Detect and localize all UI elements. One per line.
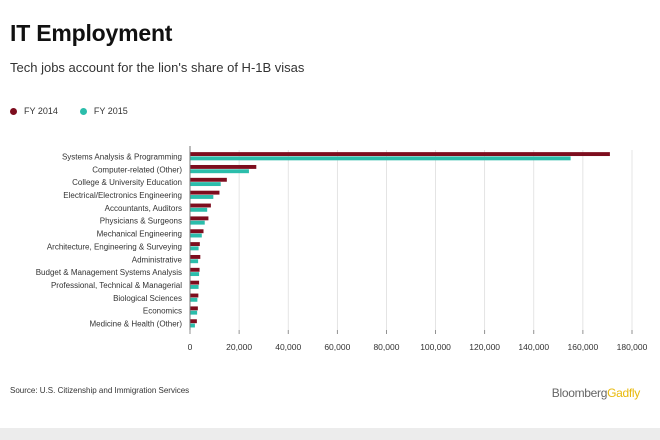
chart-subtitle: Tech jobs account for the lion's share o… <box>10 60 305 75</box>
category-label: Systems Analysis & Programming <box>62 152 182 161</box>
bar-fy2014 <box>190 319 197 324</box>
bar-fy2015 <box>190 220 205 225</box>
chart-legend: FY 2014 FY 2015 <box>10 106 128 116</box>
category-label: Computer-related (Other) <box>92 165 182 174</box>
category-label: Economics <box>143 307 182 316</box>
bar-fy2014 <box>190 177 227 182</box>
category-label: Administrative <box>132 255 183 264</box>
bar-fy2015 <box>190 259 199 264</box>
x-tick-label: 20,000 <box>226 342 252 352</box>
bar-fy2015 <box>190 233 202 238</box>
legend-swatch-fy2014 <box>10 107 17 115</box>
bar-fy2014 <box>190 267 200 272</box>
bar-fy2014 <box>190 280 200 285</box>
legend-item-fy2015: FY 2015 <box>79 106 128 116</box>
bar-fy2014 <box>190 293 199 298</box>
category-label: College & University Education <box>72 178 182 187</box>
bar-fy2014 <box>190 254 201 259</box>
category-label: Budget & Management Systems Analysis <box>36 268 182 277</box>
x-tick-label: 60,000 <box>324 342 350 352</box>
bar-fy2015 <box>190 182 221 187</box>
category-label: Mechanical Engineering <box>97 230 182 239</box>
bar-fy2015 <box>190 207 208 212</box>
chart-title: IT Employment <box>10 20 173 46</box>
bar-fy2015 <box>190 323 195 328</box>
x-tick-label: 140,000 <box>518 342 549 352</box>
bar-fy2014 <box>190 306 198 311</box>
x-tick-label: 80,000 <box>373 342 399 352</box>
brand-logo: BloombergGadfly <box>551 386 641 400</box>
legend-label-fy2015: FY 2015 <box>93 106 128 116</box>
bar-fy2015 <box>190 285 199 289</box>
category-label: Biological Sciences <box>113 294 182 303</box>
category-label: Physicians & Surgeons <box>100 217 182 226</box>
legend-swatch-fy2015 <box>79 107 87 115</box>
bar-fy2015 <box>190 246 199 251</box>
bar-fy2014 <box>190 190 220 195</box>
bar-fy2015 <box>190 169 249 174</box>
bar-fy2015 <box>190 156 571 161</box>
category-label: Professional, Technical & Managerial <box>51 281 182 290</box>
bar-fy2015 <box>190 272 200 277</box>
x-tick-label: 0 <box>188 342 193 352</box>
x-tick-label: 100,000 <box>420 342 451 352</box>
bar-fy2014 <box>190 152 610 157</box>
x-tick-label: 180,000 <box>617 342 648 352</box>
bar-fy2015 <box>190 310 198 315</box>
source-note: Source: U.S. Citizenship and Immigration… <box>10 386 190 395</box>
bottom-strip <box>0 428 660 440</box>
bar-fy2014 <box>190 242 200 247</box>
x-tick-label: 120,000 <box>469 342 500 352</box>
bar-fy2014 <box>190 203 211 208</box>
legend-label-fy2014: FY 2014 <box>24 106 58 116</box>
bar-chart: Systems Analysis & Programming Computer-r… <box>36 146 648 352</box>
category-label: Accountants, Auditors <box>105 204 182 213</box>
category-label: Architecture, Engineering & Surveying <box>47 242 182 251</box>
category-label: Electrical/Electronics Engineering <box>63 191 182 200</box>
category-label: Medicine & Health (Other) <box>90 320 183 329</box>
brand-suffix: Gadfly <box>607 386 640 400</box>
bar-fy2014 <box>190 164 257 169</box>
bar-fy2015 <box>190 195 214 199</box>
bar-fy2014 <box>190 216 209 221</box>
bar-fy2014 <box>190 229 204 234</box>
legend-item-fy2014: FY 2014 <box>10 106 58 116</box>
x-tick-label: 40,000 <box>275 342 301 352</box>
brand-name: Bloomberg <box>551 386 608 400</box>
x-tick-label: 160,000 <box>568 342 599 352</box>
bar-fy2015 <box>190 297 198 302</box>
